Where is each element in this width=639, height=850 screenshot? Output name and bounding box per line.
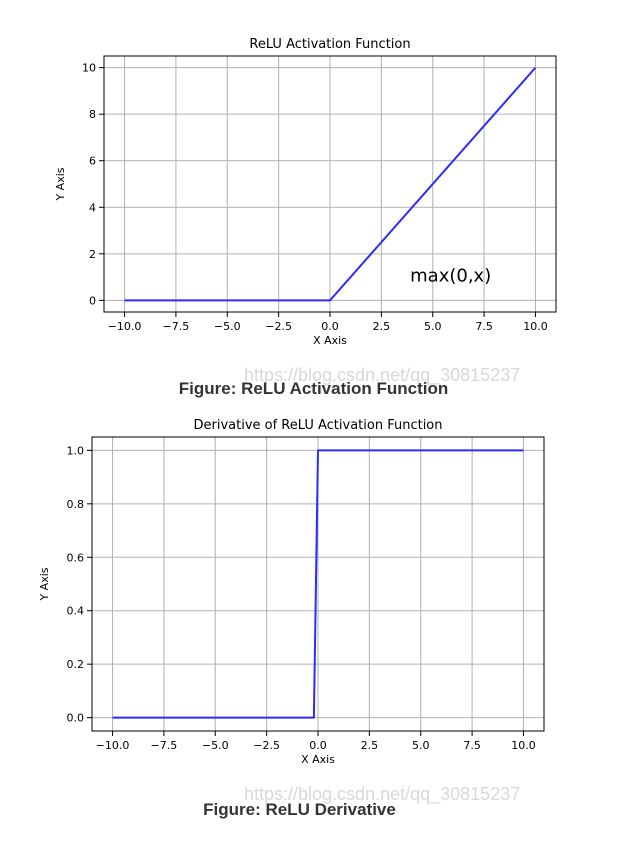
relu-derivative-figure-caption: Figure: ReLU Derivative xyxy=(203,800,396,819)
relu-derivative-y-tick-label-0: 0.0 xyxy=(67,712,85,725)
relu-y-tick-label-3: 6 xyxy=(89,155,96,168)
relu-x-tick-label-6: 5.0 xyxy=(424,320,442,333)
relu-x-tick-label-5: 2.5 xyxy=(373,320,391,333)
relu-x-tick-label-3: −2.5 xyxy=(265,320,292,333)
relu-x-tick-label-0: −10.0 xyxy=(108,320,142,333)
relu-derivative-x-tick-label-4: 0.0 xyxy=(309,739,327,752)
relu-derivative-series-line-0 xyxy=(112,449,524,719)
relu-x-tick-label-8: 10.0 xyxy=(523,320,548,333)
relu-derivative-x-tick-label-0: −10.0 xyxy=(96,739,130,752)
watermark-top: https://blog.csdn.net/qq_30815237 xyxy=(244,365,521,385)
relu-derivative-y-axis-label: Y Axis xyxy=(38,567,51,601)
relu-y-tick-label-5: 10 xyxy=(82,62,96,75)
watermark-bottom: https://blog.csdn.net/qq_30815237 xyxy=(244,784,521,804)
relu-annotation-0: max(0,x) xyxy=(410,266,491,287)
relu-derivative-x-tick-label-6: 5.0 xyxy=(412,739,430,752)
relu-derivative-x-tick-label-1: −7.5 xyxy=(151,739,178,752)
relu-y-tick-label-0: 0 xyxy=(89,294,96,307)
relu-derivative-y-tick-label-3: 0.6 xyxy=(67,551,85,564)
relu-chart-svg: −10.0 −7.5 −5.0 −2.5 0.0 2.5 5.0 7.5 10.0 0 2 4 6 8 10… xyxy=(54,37,557,347)
relu-x-axis-label: X Axis xyxy=(313,334,347,347)
relu-x-tick-label-2: −5.0 xyxy=(214,320,241,333)
relu-series-line-0 xyxy=(124,66,537,302)
relu-derivative-y-tick-label-1: 0.2 xyxy=(67,658,85,671)
relu-derivative-chart-svg: −10.0 −7.5 −5.0 −2.5 0.0 2.5 5.0 7.5 10.0 0.0 0.2 0… xyxy=(38,418,545,766)
relu-derivative-x-tick-label-3: −2.5 xyxy=(253,739,280,752)
relu-derivative-y-tick-label-2: 0.4 xyxy=(67,605,85,618)
relu-figure-caption: Figure: ReLU Activation Function xyxy=(178,379,449,398)
relu-chart-title: ReLU Activation Function xyxy=(249,37,410,52)
relu-y-axis-label: Y Axis xyxy=(54,167,67,201)
relu-x-tick-label-4: 0.0 xyxy=(321,320,339,333)
relu-x-tick-label-7: 7.5 xyxy=(475,320,493,333)
relu-derivative-x-axis-label: X Axis xyxy=(301,753,335,766)
relu-derivative-chart-title: Derivative of ReLU Activation Function xyxy=(193,418,442,433)
relu-y-tick-label-4: 8 xyxy=(89,108,96,121)
relu-derivative-chart: −10.0 −7.5 −5.0 −2.5 0.0 2.5 5.0 7.5 10.0 0.0 0.2 0… xyxy=(0,405,639,850)
relu-derivative-y-tick-label-4: 0.8 xyxy=(67,498,85,511)
relu-derivative-y-tick-label-5: 1.0 xyxy=(67,444,85,457)
relu-y-tick-label-2: 4 xyxy=(89,201,96,214)
relu-derivative-x-tick-label-7: 7.5 xyxy=(463,739,481,752)
relu-derivative-x-tick-label-8: 10.0 xyxy=(511,739,536,752)
relu-x-tick-label-1: −7.5 xyxy=(163,320,190,333)
relu-chart: −10.0 −7.5 −5.0 −2.5 0.0 2.5 5.0 7.5 10.0 0 2 4 6 8 10… xyxy=(0,0,639,400)
relu-derivative-x-tick-label-2: −5.0 xyxy=(202,739,229,752)
relu-y-tick-label-1: 2 xyxy=(89,248,96,261)
relu-derivative-x-tick-label-5: 2.5 xyxy=(361,739,379,752)
